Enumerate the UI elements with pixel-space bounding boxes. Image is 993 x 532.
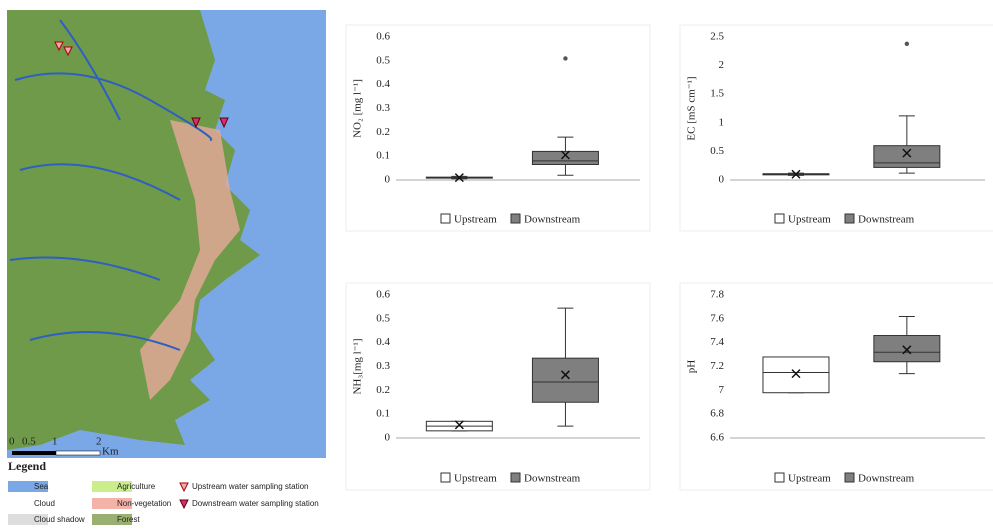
legend-swatch [511, 214, 520, 223]
legend-item: Cloud [34, 499, 55, 508]
map: 0 0.5 1 2 Km [7, 10, 326, 458]
legend-swatch [775, 473, 784, 482]
legend-label: Upstream [454, 214, 497, 226]
legend-item: Forest [117, 515, 140, 524]
legend-label: Downstream [524, 473, 581, 485]
y-tick-label: 6.8 [710, 408, 724, 420]
chart-frame [680, 283, 993, 490]
legend-item: Downstream water sampling station [192, 499, 319, 508]
y-tick-label: 7.2 [710, 360, 724, 372]
legend-swatch [441, 214, 450, 223]
legend-swatch [845, 214, 854, 223]
legend-swatch [775, 214, 784, 223]
figure: 0 0.5 1 2 Km Legend Sea Cloud Cloud shad… [0, 0, 993, 527]
y-tick-label: 0 [385, 174, 391, 186]
scale-bar [56, 451, 100, 455]
legend-item: Upstream water sampling station [192, 482, 309, 491]
y-tick-label: 0.3 [376, 360, 390, 372]
y-tick-label: 0.5 [710, 145, 724, 157]
chart-frame [346, 25, 650, 231]
y-tick-label: 7 [719, 384, 725, 396]
y-tick-label: 0.6 [376, 31, 390, 43]
legend-label: Upstream [788, 473, 831, 485]
legend-swatch [511, 473, 520, 482]
scale-label: 1 [52, 436, 58, 448]
y-tick-label: 2.5 [710, 31, 724, 43]
legend-label: Upstream [454, 473, 497, 485]
y-tick-label: 7.8 [710, 289, 724, 301]
legend-title: Legend [8, 459, 46, 473]
y-tick-label: 0.3 [376, 102, 390, 114]
box [763, 357, 829, 393]
legend-item: Non-vegetation [117, 499, 171, 508]
legend-item: Agriculture [117, 482, 156, 491]
y-tick-label: 1 [719, 116, 725, 128]
y-axis-label: NH₃[mg l⁻¹] [352, 338, 364, 394]
scale-label: 0 [9, 436, 15, 448]
outlier [563, 56, 567, 60]
y-tick-label: 0.4 [376, 78, 390, 90]
box [532, 358, 598, 402]
y-tick-label: 0.2 [376, 126, 390, 138]
y-tick-label: 6.6 [710, 432, 724, 444]
swatch [180, 483, 188, 491]
y-tick-label: 0.5 [376, 54, 390, 66]
y-tick-label: 0.1 [376, 150, 390, 162]
chart-frame [346, 283, 650, 490]
y-tick-label: 0.1 [376, 408, 390, 420]
y-tick-label: 7.6 [710, 312, 724, 324]
y-tick-label: 0.5 [376, 312, 390, 324]
legend-item: Cloud shadow [34, 515, 85, 524]
chart-frame [680, 25, 993, 231]
y-tick-label: 0.2 [376, 384, 390, 396]
scale-bar [12, 451, 56, 455]
y-tick-label: 0.6 [376, 289, 390, 301]
y-tick-label: 2 [719, 59, 725, 71]
y-tick-label: 7.4 [710, 336, 724, 348]
legend-label: Downstream [858, 214, 915, 226]
box [874, 336, 940, 362]
scale-label: Km [102, 446, 119, 458]
y-tick-label: 1.5 [710, 88, 724, 100]
legend-swatch [845, 473, 854, 482]
box [532, 151, 598, 164]
legend-label: Upstream [788, 214, 831, 226]
box [874, 146, 940, 168]
y-tick-label: 0 [385, 432, 391, 444]
legend-label: Downstream [858, 473, 915, 485]
y-tick-label: 0 [719, 174, 725, 186]
legend-label: Downstream [524, 214, 581, 226]
scale-label: 0.5 [22, 436, 36, 448]
map-legend: Legend Sea Cloud Cloud shadow Agricultur… [8, 459, 319, 525]
y-axis-label: pH [686, 360, 698, 374]
y-axis-label: NO₂ [mg l⁻¹] [352, 79, 364, 138]
y-tick-label: 0.4 [376, 336, 390, 348]
y-axis-label: EC [mS cm⁻¹] [686, 76, 698, 140]
swatch [180, 500, 188, 508]
legend-item: Sea [34, 482, 49, 491]
outlier [905, 42, 909, 46]
legend-swatch [441, 473, 450, 482]
scale-label: 2 [96, 436, 102, 448]
